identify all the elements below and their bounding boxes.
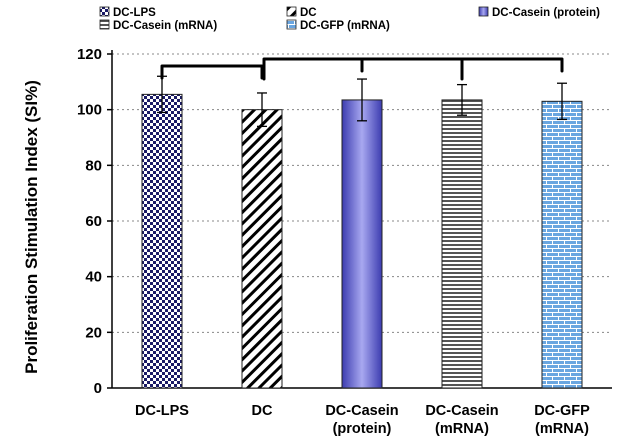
bar <box>541 100 583 389</box>
y-tick-label: 100 <box>77 102 102 119</box>
y-tick-label: 20 <box>85 324 102 341</box>
y-tick-label: 0 <box>94 380 102 397</box>
legend-entry: DC-Casein (mRNA) <box>113 20 217 32</box>
x-category-label: DC <box>252 403 273 419</box>
x-category-label: DC-LPS <box>135 403 189 419</box>
x-category-label: DC-Casein <box>325 403 398 419</box>
y-tick-label: 120 <box>77 46 102 63</box>
legend-entry: DC-GFP (mRNA) <box>300 20 390 32</box>
y-axis-title: Proliferation Stimulation Index (SI%) <box>22 80 41 374</box>
labels: 0 20 40 60 80 100 120 DC-LPS DC DC-Casein (protein… <box>22 46 590 437</box>
legend-swatch <box>286 19 297 30</box>
y-tick-label: 40 <box>85 269 102 286</box>
comparison-bracket <box>160 64 264 80</box>
x-category-label: DC-Casein <box>425 403 498 419</box>
comparison-bracket <box>360 57 564 73</box>
bar <box>441 99 483 389</box>
x-category-label: (mRNA) <box>435 421 489 437</box>
bar <box>141 93 183 389</box>
legend-entry: DC-LPS <box>113 7 156 19</box>
legend-swatch <box>286 6 297 17</box>
bars <box>141 93 583 389</box>
x-category-label: DC-GFP <box>534 403 590 419</box>
y-tick-label: 60 <box>85 213 102 230</box>
legend-entry: DC <box>300 7 317 19</box>
legend-swatch <box>99 6 110 17</box>
x-category-label: (protein) <box>333 421 392 437</box>
bar <box>341 99 383 389</box>
error-bars <box>157 75 567 128</box>
legend-swatch <box>99 19 110 30</box>
comparison-brackets <box>160 57 564 81</box>
legend-swatch <box>478 6 489 17</box>
legend-entry: DC-Casein (protein) <box>492 7 600 19</box>
x-category-label: (mRNA) <box>535 421 589 437</box>
y-tick-label: 80 <box>85 157 102 174</box>
bar <box>241 109 283 389</box>
legend: DC-LPS DC DC-Casein (protein) DC-Casein (mR… <box>99 6 600 32</box>
